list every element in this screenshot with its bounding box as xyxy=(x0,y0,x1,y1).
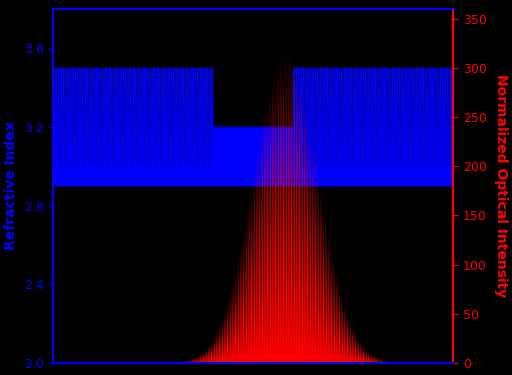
Y-axis label: Refractive Index: Refractive Index xyxy=(4,122,18,250)
Y-axis label: Normalized Optical Intensity: Normalized Optical Intensity xyxy=(494,74,508,297)
